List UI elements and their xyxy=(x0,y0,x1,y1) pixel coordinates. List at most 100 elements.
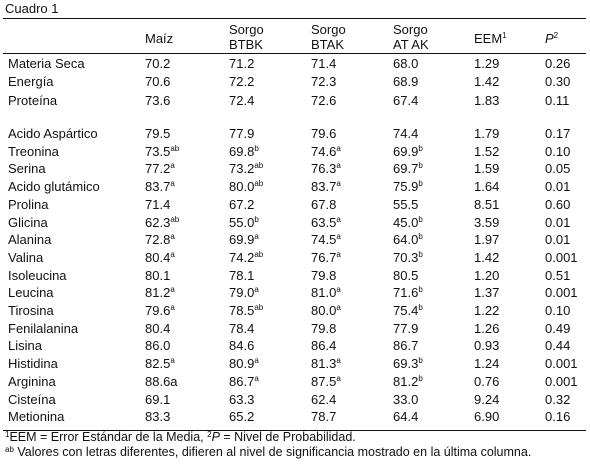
cell-eem: 1.97 xyxy=(474,232,500,248)
cell-p: 0.001 xyxy=(545,249,578,265)
cell-maiz: 80.1 xyxy=(145,267,171,283)
cell-sorgo-atak: 75.9b xyxy=(393,179,423,195)
header-p: P2 xyxy=(545,31,559,46)
cell-maiz: 80.4a xyxy=(145,249,175,265)
footnote-2: ab Valores con letras diferentes, difier… xyxy=(5,445,532,459)
cell-eem: 0.93 xyxy=(474,338,500,354)
cell-p: 0.16 xyxy=(545,409,571,425)
row-label: Glicina xyxy=(8,214,48,230)
row-label: Tirosina xyxy=(8,303,54,318)
cell-sorgo-btbk: 55.0b xyxy=(229,214,259,230)
cell-p: 0.17 xyxy=(545,126,571,141)
cell-sorgo-atak: 69.9b xyxy=(393,143,423,159)
cell-maiz: 80.4 xyxy=(145,320,171,336)
table-row: Histidina 82.5a 80.9a 81.3a 69.3b 1.24 0.001 xyxy=(0,355,590,373)
cell-p: 0.10 xyxy=(545,143,571,159)
header-sorgo-btak: Sorgo BTAK xyxy=(311,22,346,52)
cell-maiz: 70.6 xyxy=(145,74,171,90)
cell-sorgo-btbk: 74.2ab xyxy=(229,249,264,265)
cell-sorgo-btbk: 78.4 xyxy=(229,320,255,336)
cell-eem: 1.22 xyxy=(474,303,500,318)
row-label: Acido Aspártico xyxy=(8,126,98,141)
top-rule xyxy=(3,18,586,19)
cell-eem: 3.59 xyxy=(474,214,500,230)
row-label: Treonina xyxy=(8,143,59,159)
table-row: Fenilalanina 80.4 78.4 79.8 77.9 1.26 0.49 xyxy=(0,320,590,338)
table-row: Valina 80.4a 74.2ab 76.7a 70.3b 1.42 0.001 xyxy=(0,249,590,267)
cell-sorgo-btak: 81.0a xyxy=(311,285,341,301)
cell-maiz: 71.4 xyxy=(145,196,171,212)
cell-sorgo-atak: 70.3b xyxy=(393,249,423,265)
table-row: Prolina 71.4 67.2 67.8 55.5 8.51 0.60 xyxy=(0,196,590,214)
cell-p: 0.60 xyxy=(545,196,571,212)
cell-sorgo-atak: 64.0b xyxy=(393,232,423,248)
cell-sorgo-btak: 79.8 xyxy=(311,267,337,283)
cell-p: 0.49 xyxy=(545,320,571,336)
table-row: Isoleucina 80.1 78.1 79.8 80.5 1.20 0.51 xyxy=(0,267,590,285)
cell-sorgo-btbk: 80.0ab xyxy=(229,179,264,195)
cell-sorgo-btak: 74.6a xyxy=(311,143,341,159)
cell-maiz: 81.2a xyxy=(145,285,175,301)
cell-sorgo-atak: 86.7 xyxy=(393,338,419,354)
cell-sorgo-atak: 55.5 xyxy=(393,196,419,212)
cell-sorgo-btbk: 72.4 xyxy=(229,92,255,108)
cell-sorgo-btak: 79.6 xyxy=(311,126,337,141)
cell-p: 0.001 xyxy=(545,285,578,301)
row-label: Histidina xyxy=(8,356,58,372)
table-row: Alanina 72.8a 69.9a 74.5a 64.0b 1.97 0.01 xyxy=(0,231,590,249)
cell-sorgo-btak: 72.3 xyxy=(311,74,337,90)
table-row: Serina 77.2a 73.2ab 76.3a 69.7b 1.59 0.05 xyxy=(0,160,590,178)
header-sorgo-atak: Sorgo AT AK xyxy=(393,22,429,52)
row-label: Arginina xyxy=(8,373,56,389)
cell-maiz: 83.3 xyxy=(145,409,171,425)
cell-sorgo-btbk: 71.2 xyxy=(229,56,255,71)
cell-sorgo-atak: 68.0 xyxy=(393,56,419,71)
table-row: Treonina 73.5ab 69.8b 74.6a 69.9b 1.52 0.10 xyxy=(0,143,590,161)
cell-eem: 1.20 xyxy=(474,267,500,283)
cell-p: 0.001 xyxy=(545,373,578,389)
cell-sorgo-btak: 79.8 xyxy=(311,320,337,336)
cell-sorgo-btbk: 67.2 xyxy=(229,196,255,212)
cell-sorgo-btbk: 78.5ab xyxy=(229,303,264,318)
cell-eem: 1.24 xyxy=(474,356,500,372)
cell-p: 0.11 xyxy=(545,92,570,108)
cell-sorgo-atak: 80.5 xyxy=(393,267,419,283)
cell-eem: 1.26 xyxy=(474,320,500,336)
cell-sorgo-btak: 74.5a xyxy=(311,232,341,248)
cell-maiz: 82.5a xyxy=(145,356,175,372)
cell-eem: 9.24 xyxy=(474,391,500,407)
row-label: Isoleucina xyxy=(8,267,67,283)
cell-p: 0.51 xyxy=(545,267,571,283)
cell-sorgo-atak: 69.7b xyxy=(393,161,423,177)
row-label: Prolina xyxy=(8,196,49,212)
cell-sorgo-btak: 72.6 xyxy=(311,92,337,108)
header-eem: EEM1 xyxy=(474,31,507,46)
cell-sorgo-btak: 71.4 xyxy=(311,56,337,71)
cell-maiz: 79.5 xyxy=(145,126,171,141)
cell-sorgo-btak: 80.0a xyxy=(311,303,341,318)
cell-sorgo-atak: 69.3b xyxy=(393,356,423,372)
table-row: Leucina 81.2a 79.0a 81.0a 71.6b 1.37 0.001 xyxy=(0,284,590,302)
header-maiz: Maíz xyxy=(145,31,174,46)
cell-p: 0.10 xyxy=(545,303,571,318)
cell-sorgo-btak: 76.3a xyxy=(311,161,341,177)
cell-sorgo-btbk: 73.2ab xyxy=(229,161,264,177)
cell-sorgo-atak: 33.0 xyxy=(393,391,419,407)
cell-eem: 1.42 xyxy=(474,74,500,90)
cell-eem: 1.59 xyxy=(474,161,500,177)
row-label: Metionina xyxy=(8,409,65,425)
cell-sorgo-atak: 71.6b xyxy=(393,285,423,301)
cell-maiz: 70.2 xyxy=(145,56,171,71)
cell-sorgo-btak: 87.5a xyxy=(311,373,341,389)
cell-maiz: 77.2a xyxy=(145,161,175,177)
row-label: Energía xyxy=(8,74,54,90)
cell-p: 0.01 xyxy=(545,232,571,248)
cell-p: 0.32 xyxy=(545,391,571,407)
cell-sorgo-atak: 45.0b xyxy=(393,214,423,230)
cell-maiz: 72.8a xyxy=(145,232,175,248)
cell-sorgo-atak: 64.4 xyxy=(393,409,419,425)
cell-eem: 1.64 xyxy=(474,179,500,195)
cell-sorgo-atak: 67.4 xyxy=(393,92,419,108)
row-label: Alanina xyxy=(8,232,52,248)
cell-maiz: 83.7a xyxy=(145,179,175,195)
